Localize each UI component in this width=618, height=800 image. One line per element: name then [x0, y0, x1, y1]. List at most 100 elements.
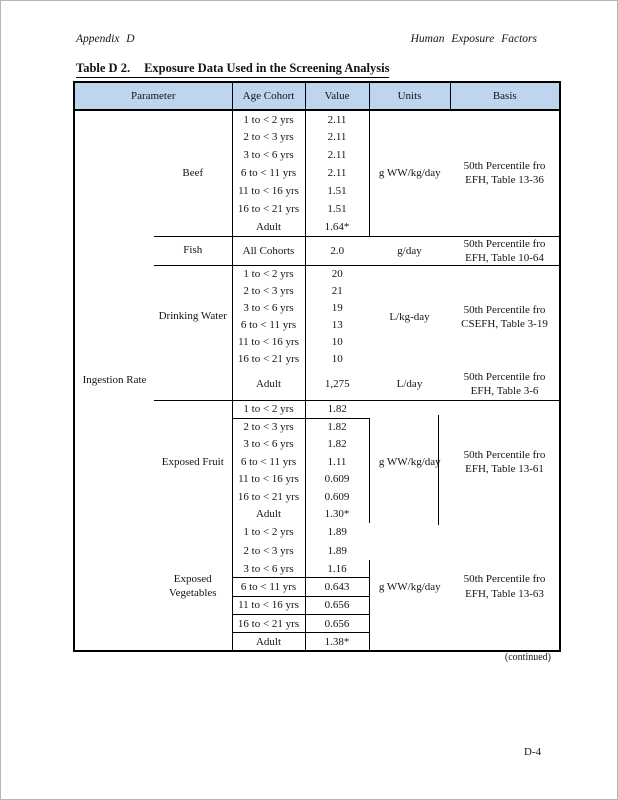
food-cell-fish: Fish	[154, 235, 232, 266]
value-cell: 20	[305, 265, 369, 283]
table-row: 6 to < 11 yrs 2.11	[74, 164, 560, 182]
age-cohort-cell: 16 to < 21 yrs	[231, 488, 306, 506]
age-cohort-cell: Adult	[231, 505, 306, 524]
value-cell: 1.16	[305, 559, 370, 579]
food-cell-exposed-vegetables: Exposed Vegetables	[168, 573, 217, 599]
table-artifact-line	[438, 415, 439, 525]
age-cohort-cell: 11 to < 16 yrs	[231, 333, 306, 351]
table-row: 2 to < 3 yrs 21	[74, 282, 560, 300]
value-cell: 1.51	[305, 200, 370, 218]
continued-note: (continued)	[504, 652, 551, 663]
basis-cell: 50th Percentile fro EFH, Table 13-63	[463, 573, 546, 600]
table-row: Adult 1.30*	[74, 505, 560, 524]
table-row: 16 to < 21 yrs 0.609	[74, 488, 560, 506]
age-cohort-cell: 3 to < 6 yrs	[231, 299, 306, 317]
table-row: 16 to < 21 yrs 0.656	[74, 614, 560, 634]
table-row: 6 to < 11 yrs 1.11	[74, 453, 560, 471]
age-cohort-cell: 3 to < 6 yrs	[231, 559, 306, 579]
age-cohort-cell: 6 to < 11 yrs	[231, 164, 306, 182]
table-row: 16 to < 21 yrs 1.51	[74, 200, 560, 218]
food-cell-beef: Beef	[182, 166, 204, 179]
value-cell: 1.82	[305, 418, 370, 436]
age-cohort-cell: 3 to < 6 yrs	[231, 146, 306, 164]
value-cell: 0.643	[305, 577, 370, 597]
value-cell: 0.656	[305, 596, 370, 616]
table-row: Adult 1,275 L/day 50th Percentile fro EF…	[74, 367, 560, 401]
table-row: 3 to < 6 yrs 1.16	[74, 559, 560, 579]
col-header-parameter: Parameter	[74, 82, 233, 111]
age-cohort-cell: 1 to < 2 yrs	[231, 400, 306, 419]
age-cohort-cell: 11 to < 16 yrs	[231, 596, 306, 616]
age-cohort-cell: 1 to < 2 yrs	[231, 110, 306, 128]
value-cell: 2.11	[305, 110, 370, 128]
age-cohort-cell: 1 to < 2 yrs	[231, 265, 306, 283]
basis-cell: 50th Percentile fro EFH, Table 10-64	[450, 235, 560, 266]
age-cohort-cell: 16 to < 21 yrs	[231, 200, 306, 218]
value-cell: 0.609	[305, 488, 370, 506]
basis-cell: 50th Percentile fro CSEFH, Table 3-19	[450, 265, 560, 368]
parameter-cell: Ingestion Rate	[82, 374, 147, 387]
header-appendix-label: Appendix D	[76, 33, 135, 45]
table-row: 3 to < 6 yrs 1.82	[74, 435, 560, 454]
basis-cell: 50th Percentile fro EFH, Table 13-61	[450, 400, 560, 524]
value-cell: 10	[331, 353, 343, 366]
food-cell-drinking-water: Drinking Water	[154, 265, 232, 368]
value-cell: 19	[331, 302, 343, 315]
table-title: Table D 2. Exposure Data Used in the Scre…	[76, 61, 390, 78]
header-section-label: Human Exposure Factors	[410, 33, 537, 45]
units-cell: L/kg-day	[369, 265, 450, 368]
age-cohort-cell: 11 to < 16 yrs	[231, 470, 306, 489]
col-header-age-cohort: Age Cohort	[232, 82, 306, 111]
col-header-basis: Basis	[450, 82, 560, 111]
age-cohort-cell: 2 to < 3 yrs	[231, 541, 306, 560]
table-row: Drinking Water 1 to < 2 yrs 20 L/kg-day …	[74, 265, 560, 368]
value-cell: 0.656	[305, 614, 370, 634]
units-cell: g WW/kg/day	[378, 580, 441, 593]
col-header-value: Value	[305, 82, 370, 111]
table-row: Adult 1.38*	[74, 632, 560, 652]
age-cohort-cell: 6 to < 11 yrs	[231, 316, 306, 334]
value-cell: 1.82	[305, 435, 370, 454]
table-header-row: Parameter Age Cohort Value Units Basis	[74, 82, 560, 111]
table-row: 11 to < 16 yrs 0.609	[74, 470, 560, 489]
units-cell: g WW/kg/day	[369, 400, 450, 524]
units-cell: g/day	[369, 235, 450, 266]
table-row: Fish All Cohorts 2.0 g/day 50th Percenti…	[74, 235, 560, 266]
value-cell: 21	[331, 285, 343, 298]
table-row: Exposed Vegetables 1 to < 2 yrs 1.89 g W…	[74, 523, 560, 600]
value-cell: 13	[331, 319, 343, 332]
page-number: D-4	[524, 746, 542, 758]
value-cell: 1.38*	[305, 632, 370, 652]
table-row: 16 to < 21 yrs 10	[74, 350, 560, 368]
value-cell: 1.30*	[305, 505, 370, 524]
age-cohort-cell: 6 to < 11 yrs	[231, 453, 306, 471]
age-cohort-cell: Adult	[231, 632, 306, 652]
age-cohort-cell: Adult	[231, 367, 306, 401]
table-row: Ingestion Rate Beef 1 to < 2 yrs 2.11 g …	[74, 110, 560, 386]
age-cohort-cell: 2 to < 3 yrs	[231, 128, 306, 146]
table-row: 6 to < 11 yrs 0.643	[74, 577, 560, 597]
age-cohort-cell: 16 to < 21 yrs	[231, 350, 306, 368]
page-header: Appendix D Human Exposure Factors	[76, 33, 537, 45]
value-cell: 2.11	[305, 164, 370, 182]
exposure-data-table: Parameter Age Cohort Value Units Basis I…	[73, 81, 561, 653]
value-cell: 1,275	[324, 377, 350, 390]
value-cell: 1.64*	[305, 218, 370, 236]
table-row: Adult 1.64*	[74, 218, 560, 236]
age-cohort-cell: 3 to < 6 yrs	[231, 435, 306, 454]
food-cell-exposed-fruit: Exposed Fruit	[154, 400, 232, 524]
table-row: 11 to < 16 yrs 1.51	[74, 182, 560, 200]
basis-cell: 50th Percentile fro EFH, Table 3-6	[463, 370, 546, 397]
value-cell: 1.89	[327, 544, 347, 557]
age-cohort-cell: 16 to < 21 yrs	[231, 614, 306, 634]
age-cohort-cell: 6 to < 11 yrs	[231, 577, 306, 597]
value-cell: 1.51	[305, 182, 370, 200]
units-cell: L/day	[396, 377, 423, 390]
table-row: 2 to < 3 yrs 2.11	[74, 128, 560, 146]
table-row: 2 to < 3 yrs 1.82	[74, 418, 560, 436]
col-header-units: Units	[369, 82, 451, 111]
table-row: 3 to < 6 yrs 19	[74, 299, 560, 317]
table-row: 2 to < 3 yrs 1.89	[74, 541, 560, 560]
food-cell-empty	[154, 368, 232, 401]
